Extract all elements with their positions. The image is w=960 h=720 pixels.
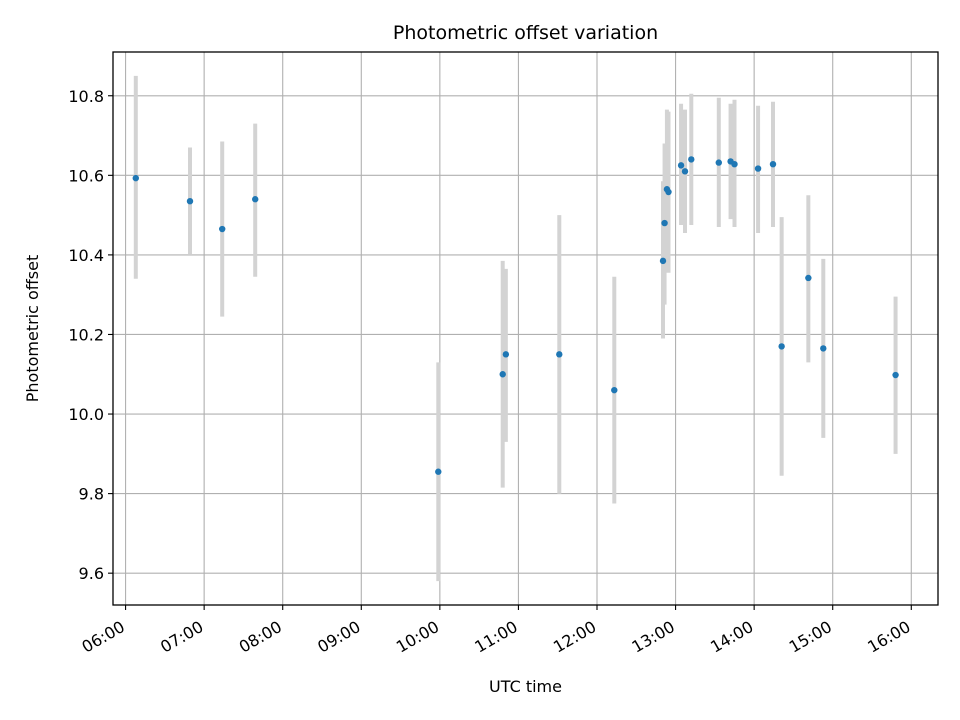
data-point bbox=[681, 168, 689, 175]
data-point bbox=[659, 257, 667, 265]
data-point bbox=[892, 371, 899, 379]
data-point bbox=[677, 162, 685, 169]
data-point bbox=[665, 188, 672, 196]
x-axis-label: UTC time bbox=[489, 677, 562, 696]
grid bbox=[113, 52, 938, 605]
data-point bbox=[688, 156, 695, 163]
data-point bbox=[186, 197, 194, 205]
data-point bbox=[778, 343, 785, 350]
data-point bbox=[252, 196, 259, 203]
y-tick-label: 9.8 bbox=[79, 485, 104, 504]
data-point bbox=[502, 351, 510, 358]
data-point bbox=[805, 274, 812, 282]
data-point bbox=[769, 160, 777, 168]
y-tick-label: 10.2 bbox=[68, 325, 104, 344]
data-points bbox=[132, 156, 899, 475]
y-tick-label: 10.6 bbox=[68, 166, 104, 185]
data-point bbox=[556, 351, 563, 358]
y-axis-label: Photometric offset bbox=[23, 255, 42, 403]
data-point bbox=[754, 165, 762, 172]
data-point bbox=[731, 160, 738, 168]
chart-title: Photometric offset variation bbox=[393, 22, 658, 44]
y-tick-label: 10.4 bbox=[68, 246, 104, 265]
data-point bbox=[715, 159, 722, 166]
data-point bbox=[820, 345, 827, 352]
data-point bbox=[132, 174, 139, 182]
data-point bbox=[499, 371, 506, 378]
data-point bbox=[219, 225, 226, 233]
data-point bbox=[611, 386, 618, 394]
y-tick-label: 10.0 bbox=[68, 405, 104, 424]
y-tick-label: 9.6 bbox=[79, 564, 104, 583]
plot-frame bbox=[112, 51, 939, 606]
data-point bbox=[435, 468, 442, 475]
data-point bbox=[661, 219, 668, 227]
y-tick-label: 10.8 bbox=[68, 87, 104, 106]
